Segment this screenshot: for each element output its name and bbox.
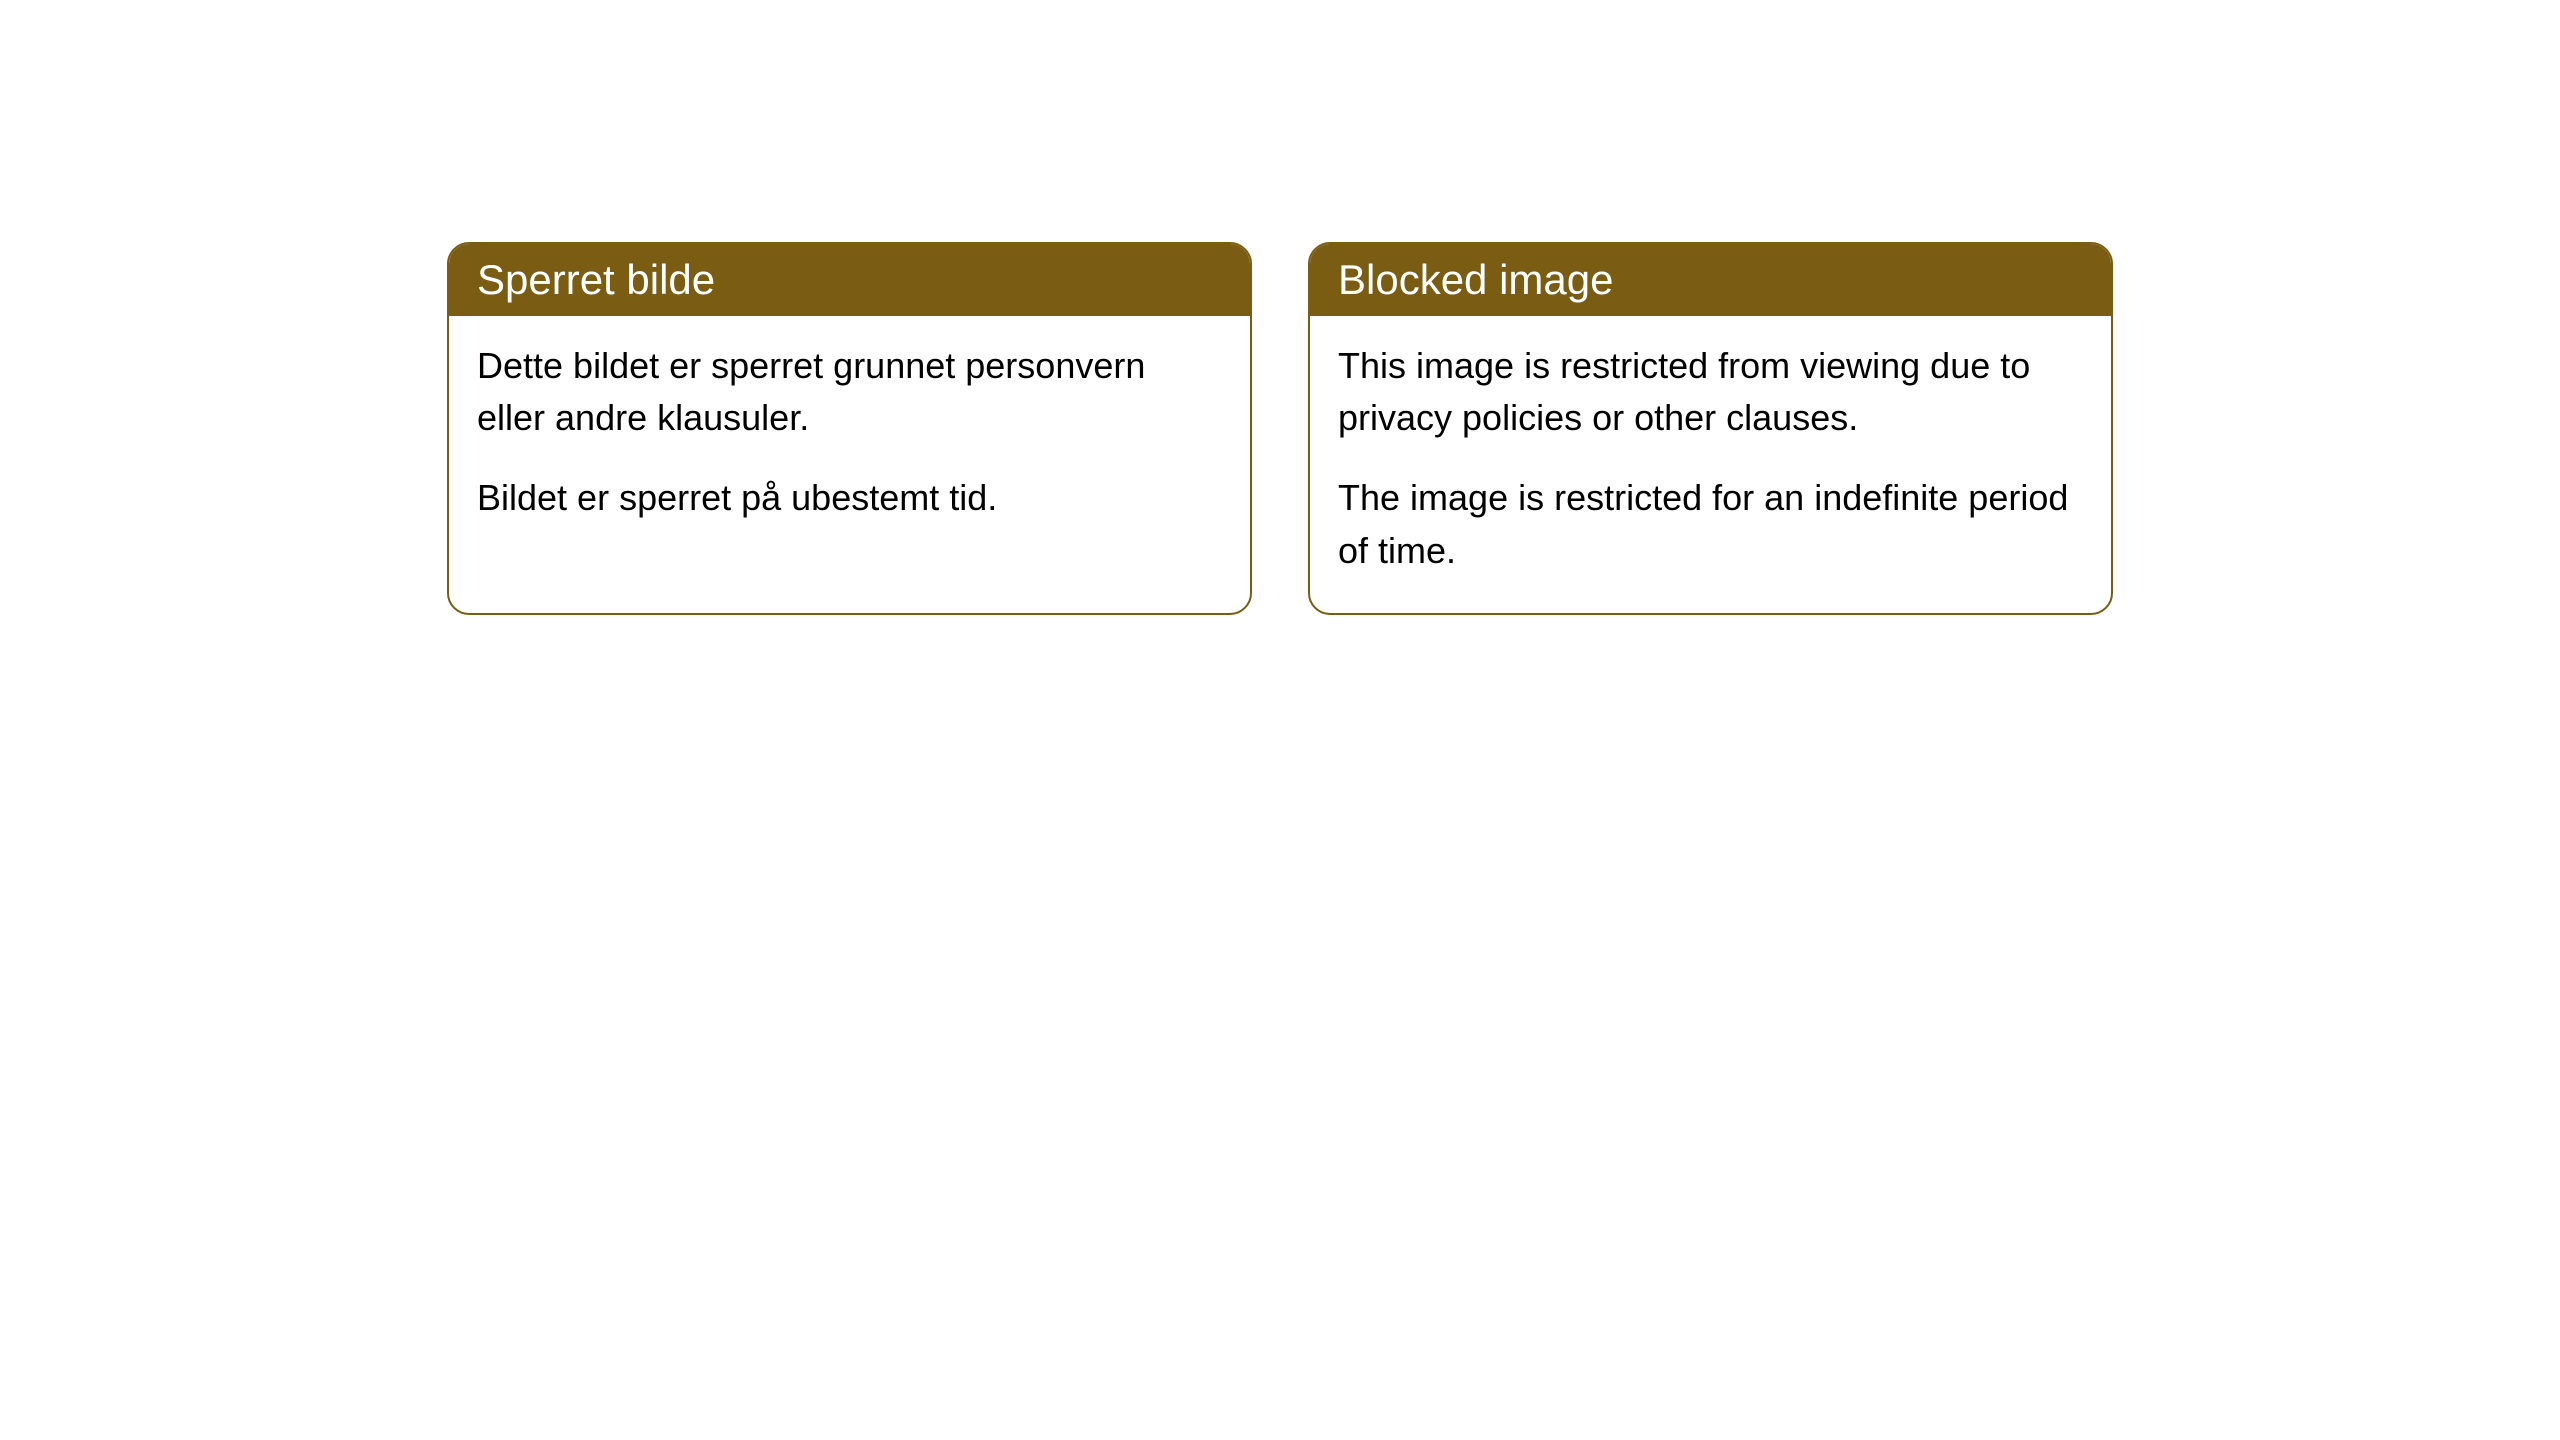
card-paragraph: Bildet er sperret på ubestemt tid. <box>477 472 1222 524</box>
notice-card-english: Blocked image This image is restricted f… <box>1308 242 2113 615</box>
notice-cards-container: Sperret bilde Dette bildet er sperret gr… <box>447 242 2113 615</box>
notice-card-norwegian: Sperret bilde Dette bildet er sperret gr… <box>447 242 1252 615</box>
card-body-norwegian: Dette bildet er sperret grunnet personve… <box>449 316 1250 561</box>
card-paragraph: The image is restricted for an indefinit… <box>1338 472 2083 576</box>
card-header-english: Blocked image <box>1310 244 2111 316</box>
card-title: Sperret bilde <box>477 256 715 303</box>
card-paragraph: Dette bildet er sperret grunnet personve… <box>477 340 1222 444</box>
card-body-english: This image is restricted from viewing du… <box>1310 316 2111 613</box>
card-title: Blocked image <box>1338 256 1613 303</box>
card-header-norwegian: Sperret bilde <box>449 244 1250 316</box>
card-paragraph: This image is restricted from viewing du… <box>1338 340 2083 444</box>
